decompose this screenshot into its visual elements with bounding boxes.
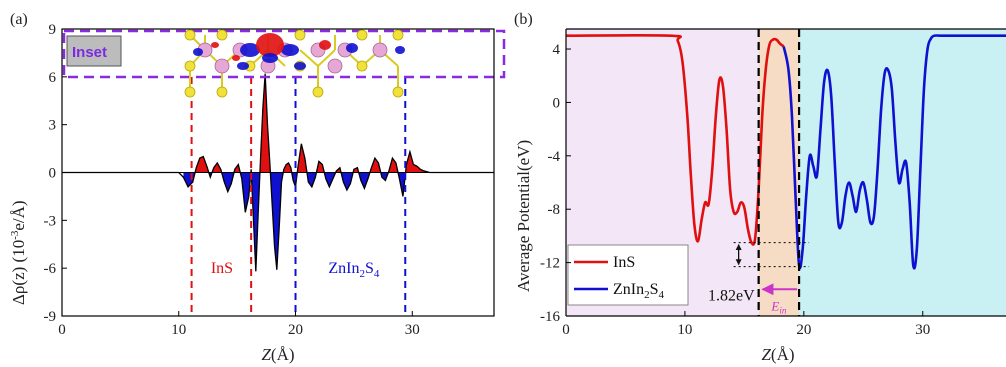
panel-a-label: (a) xyxy=(10,11,28,28)
inset-charge-isosurface xyxy=(319,40,331,50)
x-tick-label: 20 xyxy=(288,322,303,338)
x-tick-label: 10 xyxy=(677,322,692,338)
inset-charge-isosurface xyxy=(346,43,358,53)
inset-charge-isosurface xyxy=(256,33,284,57)
ylabel-superscript: -3 xyxy=(9,230,21,240)
inset-frame xyxy=(62,29,506,79)
field-symbol: E xyxy=(770,299,779,314)
panel-a-boundaries xyxy=(190,77,407,316)
y-tick-label: -16 xyxy=(540,309,560,325)
inset-sulfur-atom xyxy=(216,29,228,41)
y-tick-label: -6 xyxy=(44,261,57,277)
y-tick-label: -3 xyxy=(44,213,57,229)
gap-value-label: 1.82eV xyxy=(708,288,755,305)
region-label-2: ZnIn2S4 xyxy=(328,260,380,280)
x-tick-label: 0 xyxy=(58,322,66,338)
panel-b-legend: InS ZnIn2S4 xyxy=(567,244,689,306)
legend-text-part: S xyxy=(650,281,659,298)
x-tick-label: 0 xyxy=(562,322,570,338)
legend-label-2: ZnIn2S4 xyxy=(613,281,665,301)
panel-b-interface-lines xyxy=(757,29,801,316)
legend-box xyxy=(567,244,689,306)
inset-sulfur-atom xyxy=(312,86,324,98)
label-text: ZnIn xyxy=(328,260,359,277)
y-tick-label: 0 xyxy=(49,166,57,182)
inset-sulfur-atom xyxy=(184,86,196,98)
inset-sulfur-atom xyxy=(392,29,404,41)
legend-text-part: ZnIn xyxy=(613,281,644,298)
inset-metal-atom xyxy=(327,58,343,74)
region-label-1: InS xyxy=(211,260,233,277)
inset-sulfur-atom xyxy=(184,60,196,72)
legend-subscript: 4 xyxy=(659,289,665,301)
y-tick-label: 4 xyxy=(553,42,561,58)
x-tick-label: 20 xyxy=(796,322,811,338)
legend-subscript: 2 xyxy=(644,289,650,301)
legend-label-1: InS xyxy=(613,254,635,271)
inset-sulfur-atom xyxy=(356,29,368,41)
x-tick-label: 10 xyxy=(171,322,186,338)
panel-b-annotations: 1.82eV Ein xyxy=(708,242,810,316)
inset-charge-isosurface xyxy=(262,53,278,63)
inset-metal-atom xyxy=(372,42,388,58)
label-subscript: 4 xyxy=(374,268,380,280)
y-tick-label: -4 xyxy=(548,149,561,165)
y-tick-label: -12 xyxy=(540,256,560,272)
inset-charge-isosurface xyxy=(395,46,405,54)
inset-metal-atom xyxy=(214,58,230,74)
internal-field-label: Ein xyxy=(770,299,786,316)
y-tick-label: -9 xyxy=(44,309,57,325)
panel-b-series xyxy=(566,33,1006,270)
series-line-ins xyxy=(566,33,785,246)
panel-b-xlabel: Z(Å) xyxy=(761,345,794,364)
panel-a-ylabel: Δρ(z) (10-3e/Å) xyxy=(9,200,28,305)
label-subscript: 2 xyxy=(359,268,365,280)
panel-a-region-labels: InS ZnIn2S4 xyxy=(211,260,380,280)
inset-bond xyxy=(317,49,336,67)
inset-sulfur-atom xyxy=(392,86,404,98)
inset-charge-isosurface xyxy=(281,44,299,56)
inset-bond xyxy=(299,49,319,67)
panel-a-xlabel: Z(Å) xyxy=(261,345,294,364)
inset-sulfur-atom xyxy=(216,86,228,98)
inset-charge-isosurface xyxy=(237,62,249,70)
label-text: S xyxy=(365,260,374,277)
x-tick-label: 30 xyxy=(405,322,420,338)
inset-sulfur-atom xyxy=(184,29,196,41)
charge-density-line xyxy=(62,73,494,272)
ylabel-text: Δρ(z) (10 xyxy=(9,240,28,305)
inset-charge-isosurface xyxy=(232,55,240,61)
y-tick-label: 3 xyxy=(49,118,57,134)
inset-structure: Inset xyxy=(62,29,506,98)
panel-b-ylabel: Average Potential(eV) xyxy=(514,140,533,292)
label-text: InS xyxy=(211,260,233,277)
series-line-znin2s4 xyxy=(782,34,1006,270)
y-tick-label: 9 xyxy=(49,22,57,38)
inset-sulfur-atom xyxy=(356,60,368,72)
inset-charge-isosurface xyxy=(294,62,306,70)
inset-label: Inset xyxy=(72,44,107,61)
inset-charge-isosurface xyxy=(193,48,203,56)
inset-atoms xyxy=(184,29,405,98)
inset-sulfur-atom xyxy=(294,29,306,41)
panel-a-fill-area xyxy=(62,73,494,272)
y-tick-label: 6 xyxy=(49,70,57,86)
field-subscript: in xyxy=(779,306,787,316)
panel-b-label: (b) xyxy=(514,11,533,28)
y-tick-label: 0 xyxy=(553,95,561,111)
negative-charge-area xyxy=(183,172,406,272)
y-tick-label: -8 xyxy=(548,202,561,218)
x-tick-label: 30 xyxy=(915,322,930,338)
inset-label-box xyxy=(66,35,122,67)
ylabel-text: e/Å) xyxy=(9,200,28,230)
inset-charge-isosurface xyxy=(240,43,260,57)
inset-charge-isosurface xyxy=(211,42,219,48)
